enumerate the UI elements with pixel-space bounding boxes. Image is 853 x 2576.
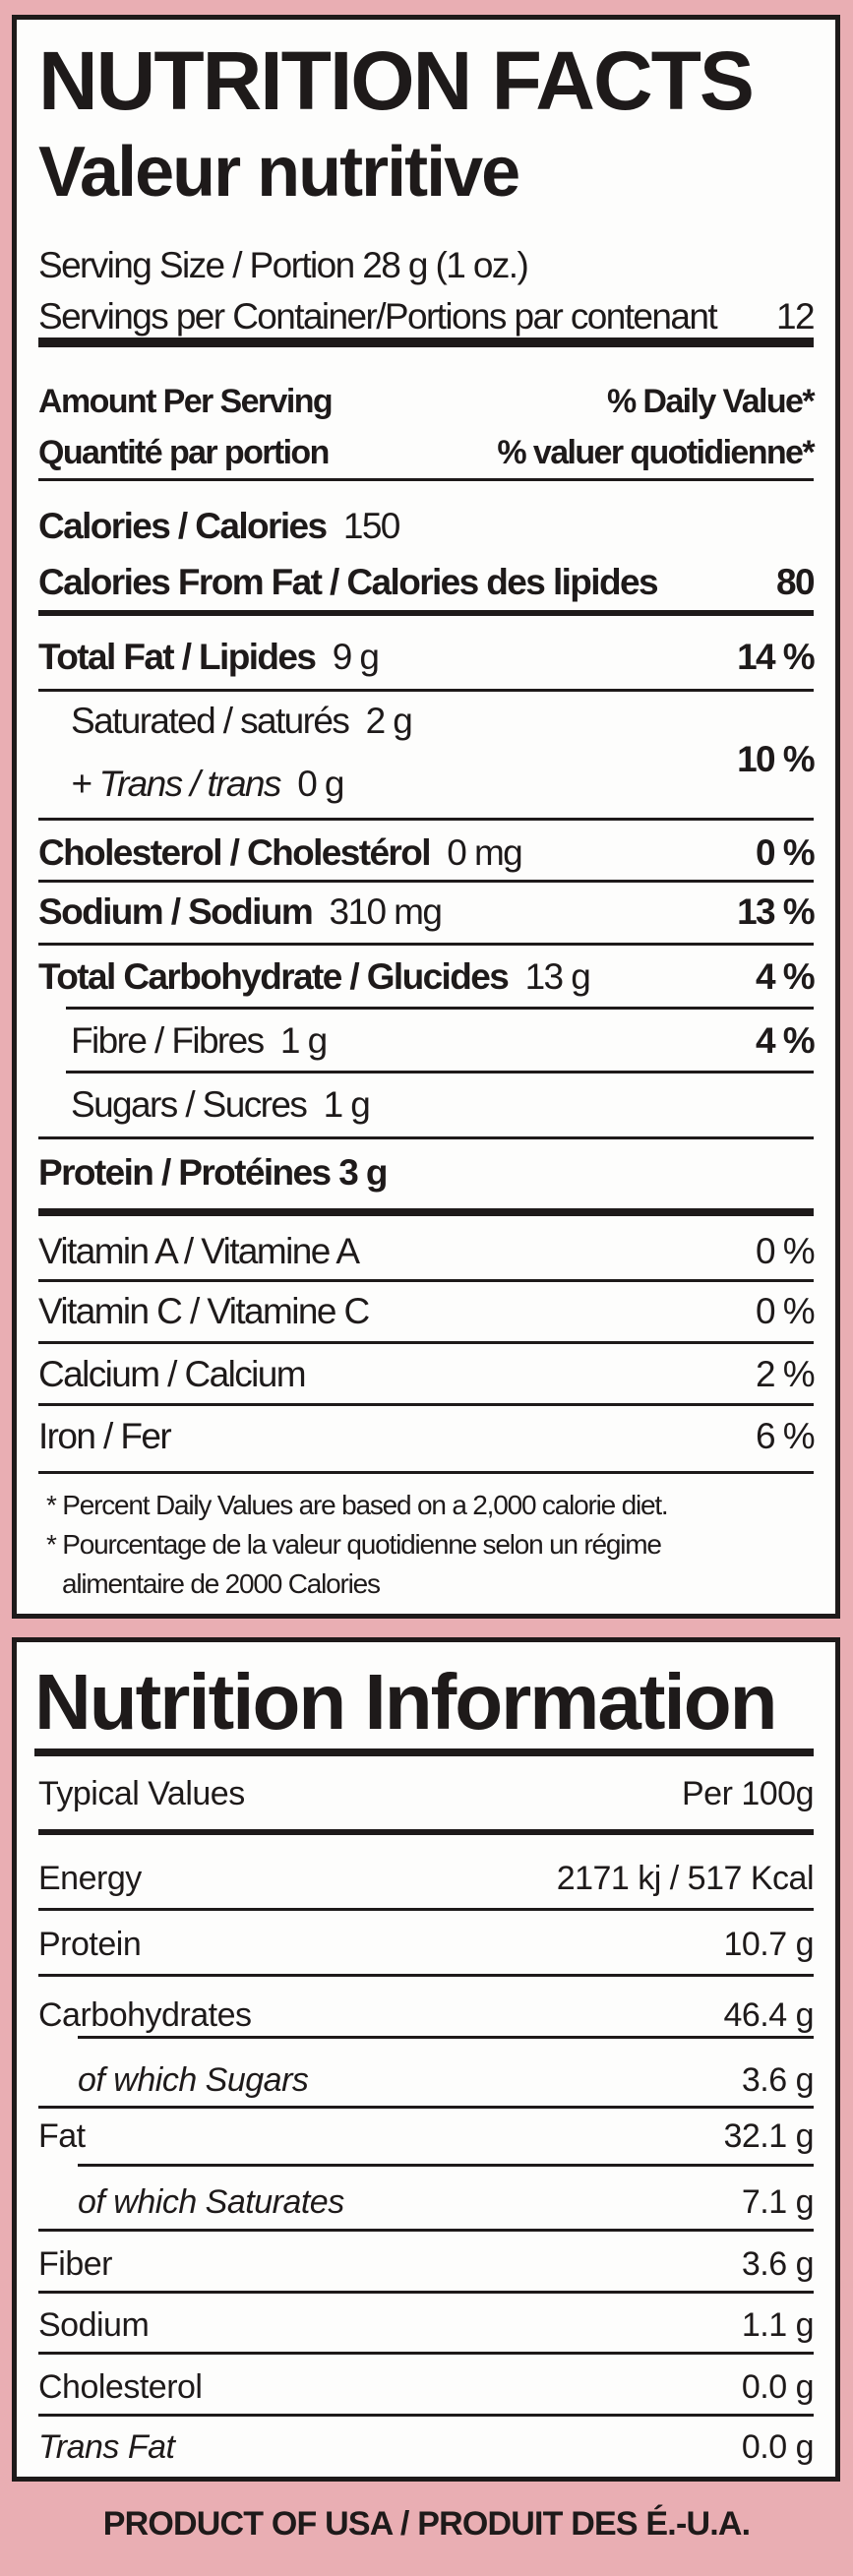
info-row: Carbohydrates 46.4 g [38,1995,814,2034]
divider [38,818,814,821]
divider [38,880,814,883]
divider [38,1136,814,1139]
divider [34,1748,814,1756]
title-fr: Valeur nutritive [38,133,520,212]
column-header: Typical Values Per 100g [38,1774,815,1812]
title: Nutrition Information [34,1657,777,1746]
divider [66,1071,814,1073]
divider [38,2291,814,2294]
info-row: Energy 2171 kj / 517 Kcal [38,1859,815,1897]
divider [38,337,814,347]
nutrition-facts-panel: NUTRITION FACTS Valeur nutritive Serving… [12,15,840,1619]
divider [38,1403,814,1406]
nutrient-row: Protein / Protéines 3 g [38,1152,388,1193]
vitamin-row: Calcium / Calcium 2 % [38,1354,816,1394]
divider [38,1471,814,1474]
calories-from-fat-row: Calories From Fat / Calories des lipides… [38,562,816,602]
nutrient-row: Sodium / Sodium 310 mg 13 % [38,891,816,932]
divider [78,2036,814,2039]
divider [38,1341,814,1344]
divider [38,1279,814,1282]
nutrient-row: + Trans / trans 0 g [71,764,344,804]
info-row: of which Sugars 3.6 g [78,2060,815,2099]
servings-per-container: Servings per Container/Portions par cont… [38,296,816,337]
info-row: Fiber 3.6 g [38,2244,815,2283]
divider [38,2414,814,2417]
nutrient-row: Total Fat / Lipides 9 g 14 % [38,637,816,677]
divider [38,2106,814,2109]
nutrition-information-panel: Nutrition Information Typical Values Per … [12,1637,840,2482]
divider [38,1908,814,1911]
calories-row: Calories / Calories 150 [38,506,400,546]
divider [66,1007,814,1010]
divider [78,2164,814,2167]
info-row: of which Saturates 7.1 g [78,2182,815,2221]
country-of-origin: PRODUCT OF USA / PRODUIT DES É.-U.A. [102,2505,751,2543]
title: NUTRITION FACTS [38,33,755,127]
nutrient-row: Cholesterol / Cholestérol 0 mg 0 % [38,832,816,873]
divider [38,610,814,616]
info-row: Fat 32.1 g [38,2116,814,2155]
info-row: Cholesterol 0.0 g [38,2367,815,2406]
divider [38,2229,814,2232]
amount-header-fr: Quantité par portion% valuer quotidienne… [38,433,816,471]
divider [38,2352,814,2355]
divider [38,1974,814,1977]
saturated-trans-dv: 10 % [737,739,816,779]
divider [38,478,814,481]
info-row: Trans Fat 0.0 g [38,2427,815,2466]
serving-size: Serving Size / Portion 28 g (1 oz.) [38,245,529,285]
nutrient-row: Saturated / saturés 2 g [71,701,413,741]
nutrient-row: Sugars / Sucres 1 g [71,1084,371,1125]
footnote: * Percent Daily Values are based on a 2,… [46,1490,669,1599]
vitamin-row: Iron / Fer 6 % [38,1416,816,1456]
divider [38,943,814,946]
info-row: Protein 10.7 g [38,1925,814,1963]
amount-header: Amount Per Serving% Daily Value* [38,382,816,420]
divider [38,1829,814,1835]
info-row: Sodium 1.1 g [38,2305,815,2344]
divider [38,1208,814,1216]
divider [38,689,814,692]
